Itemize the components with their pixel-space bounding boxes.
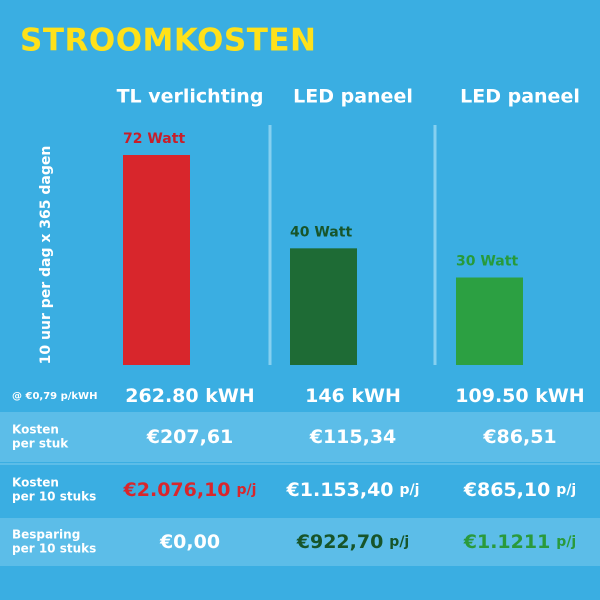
cell-unit: p/j <box>389 534 409 550</box>
row-band <box>0 518 600 566</box>
cell: €0,00 <box>159 531 220 553</box>
cell-amount: €1.153,40 <box>286 479 394 501</box>
column-header: TL verlichting <box>117 86 264 108</box>
cell-unit: p/j <box>237 482 257 498</box>
cell: €2.076,10 p/j <box>123 479 257 501</box>
cell: €207,61 <box>146 426 234 448</box>
cell-amount: €86,51 <box>482 426 556 448</box>
cell-amount: 109.50 kWH <box>455 385 584 407</box>
column-header: LED paneel <box>293 86 413 108</box>
cell-amount: €922,70 <box>296 531 384 553</box>
cell: €865,10 p/j <box>463 479 576 501</box>
y-axis-label: 10 uur per dag x 365 dagen <box>38 146 54 365</box>
row-label: per stuk <box>12 437 69 451</box>
row-label: Kosten <box>12 476 59 490</box>
cell-unit: p/j <box>556 482 576 498</box>
cell-unit: p/j <box>400 482 420 498</box>
row-label: Besparing <box>12 528 80 542</box>
cell-amount: €1.1211 <box>463 531 551 553</box>
row-label: per 10 stuks <box>12 542 96 556</box>
cell-unit: p/j <box>556 534 576 550</box>
cell: €115,34 <box>309 426 397 448</box>
bar <box>456 277 523 365</box>
cell-amount: 146 kWH <box>305 385 401 407</box>
cell: 262.80 kWH <box>125 385 254 407</box>
bar-value-label: 72 Watt <box>123 131 185 147</box>
row-band <box>0 412 600 462</box>
cell: €86,51 <box>482 426 556 448</box>
cell: €1.153,40 p/j <box>286 479 420 501</box>
row-label: Kosten <box>12 423 59 437</box>
cell-amount: €865,10 <box>463 479 551 501</box>
row-label: per 10 stuks <box>12 490 96 504</box>
cell: €922,70 p/j <box>296 531 409 553</box>
cell: 109.50 kWH <box>455 385 584 407</box>
bar-value-label: 30 Watt <box>456 254 518 270</box>
cell-amount: €207,61 <box>146 426 234 448</box>
bar-value-label: 40 Watt <box>290 224 352 240</box>
cell: €1.1211 p/j <box>463 531 576 553</box>
row-label: @ €0,79 p/kWH <box>12 391 97 402</box>
cell-amount: €0,00 <box>159 531 220 553</box>
bar <box>123 155 190 365</box>
cell-amount: €115,34 <box>309 426 397 448</box>
cell-amount: €2.076,10 <box>123 479 231 501</box>
bar <box>290 248 357 365</box>
column-header: LED paneel <box>460 86 580 108</box>
title: STROOMKOSTEN <box>20 23 316 59</box>
cell: 146 kWH <box>305 385 401 407</box>
cell-amount: 262.80 kWH <box>125 385 254 407</box>
